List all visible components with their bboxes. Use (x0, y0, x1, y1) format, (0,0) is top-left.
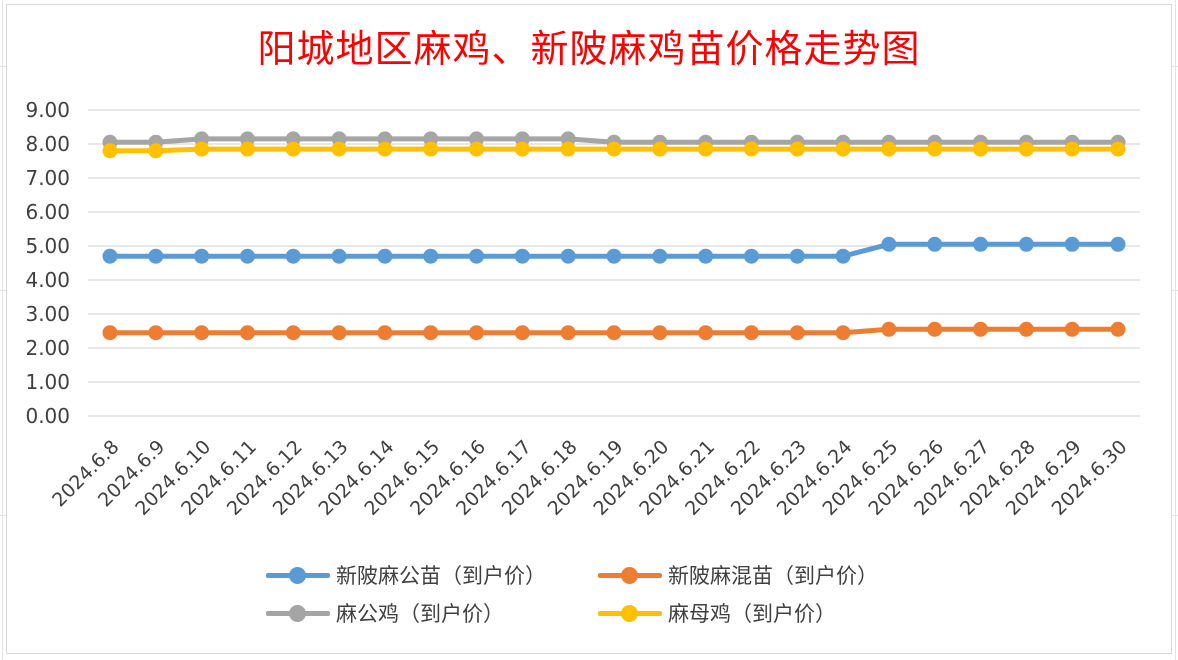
data-point (743, 248, 759, 264)
chart-title: 阳城地区麻鸡、新陂麻鸡苗价格走势图 (257, 27, 921, 71)
data-point (1110, 321, 1126, 337)
data-point (514, 141, 530, 157)
sheet-gridline (1175, 0, 1176, 660)
data-point (377, 248, 393, 264)
data-point (377, 325, 393, 341)
legend-label: 麻母鸡（到户价） (668, 602, 836, 626)
data-point (1064, 236, 1080, 252)
data-point (148, 248, 164, 264)
data-point (973, 321, 989, 337)
data-point (560, 325, 576, 341)
data-point (148, 325, 164, 341)
data-point (560, 248, 576, 264)
data-point (102, 325, 118, 341)
data-point (789, 141, 805, 157)
sheet-gridline (2, 0, 3, 660)
data-point (285, 325, 301, 341)
data-point (698, 325, 714, 341)
data-point (927, 141, 943, 157)
data-point (331, 248, 347, 264)
legend-item[interactable]: 麻公鸡（到户价） (266, 598, 504, 628)
data-point (331, 141, 347, 157)
data-point (514, 248, 530, 264)
legend-swatch-marker (289, 567, 306, 584)
data-point (1110, 141, 1126, 157)
y-tick-label: 0.00 (25, 404, 70, 428)
data-point (423, 248, 439, 264)
data-point (881, 321, 897, 337)
data-point (698, 141, 714, 157)
data-point (239, 141, 255, 157)
data-point (652, 141, 668, 157)
y-tick-label: 8.00 (25, 132, 70, 156)
data-point (881, 236, 897, 252)
data-point (606, 248, 622, 264)
data-point (514, 325, 530, 341)
data-point (927, 236, 943, 252)
legend-swatch (266, 560, 330, 590)
data-point (239, 248, 255, 264)
y-tick-label: 7.00 (25, 166, 70, 190)
data-point (469, 248, 485, 264)
y-tick-label: 4.00 (25, 268, 70, 292)
data-point (331, 325, 347, 341)
data-point (102, 143, 118, 159)
data-point (423, 325, 439, 341)
data-point (973, 236, 989, 252)
legend-item[interactable]: 新陂麻混苗（到户价） (598, 560, 878, 590)
y-tick-label: 2.00 (25, 336, 70, 360)
legend-swatch (266, 598, 330, 628)
legend-label: 新陂麻公苗（到户价） (336, 564, 546, 588)
y-tick-label: 1.00 (25, 370, 70, 394)
data-point (698, 248, 714, 264)
data-point (1018, 236, 1034, 252)
legend-item[interactable]: 麻母鸡（到户价） (598, 598, 836, 628)
data-point (1018, 141, 1034, 157)
legend-swatch-marker (289, 605, 306, 622)
data-point (789, 325, 805, 341)
data-point (148, 143, 164, 159)
data-point (606, 325, 622, 341)
data-point (743, 141, 759, 157)
y-tick-label: 3.00 (25, 302, 70, 326)
data-point (1018, 321, 1034, 337)
data-point (102, 248, 118, 264)
y-tick-label: 6.00 (25, 200, 70, 224)
data-point (423, 141, 439, 157)
data-point (835, 325, 851, 341)
data-point (194, 325, 210, 341)
data-point (377, 141, 393, 157)
data-point (835, 141, 851, 157)
legend-swatch (598, 560, 662, 590)
legend-swatch-marker (621, 567, 638, 584)
data-point (973, 141, 989, 157)
legend-label: 新陂麻混苗（到户价） (668, 564, 878, 588)
data-point (835, 248, 851, 264)
data-point (194, 141, 210, 157)
legend-label: 麻公鸡（到户价） (336, 602, 504, 626)
data-point (743, 325, 759, 341)
y-tick-label: 5.00 (25, 234, 70, 258)
data-point (652, 325, 668, 341)
data-point (285, 248, 301, 264)
legend-item[interactable]: 新陂麻公苗（到户价） (266, 560, 546, 590)
data-point (881, 141, 897, 157)
data-point (469, 141, 485, 157)
data-point (1110, 236, 1126, 252)
data-point (1064, 141, 1080, 157)
data-point (652, 248, 668, 264)
data-point (469, 325, 485, 341)
data-point (560, 141, 576, 157)
legend-swatch (598, 598, 662, 628)
data-point (239, 325, 255, 341)
data-point (1064, 321, 1080, 337)
data-point (789, 248, 805, 264)
legend-swatch-marker (621, 605, 638, 622)
y-tick-label: 9.00 (25, 98, 70, 122)
data-point (606, 141, 622, 157)
data-point (285, 141, 301, 157)
data-point (927, 321, 943, 337)
data-point (194, 248, 210, 264)
